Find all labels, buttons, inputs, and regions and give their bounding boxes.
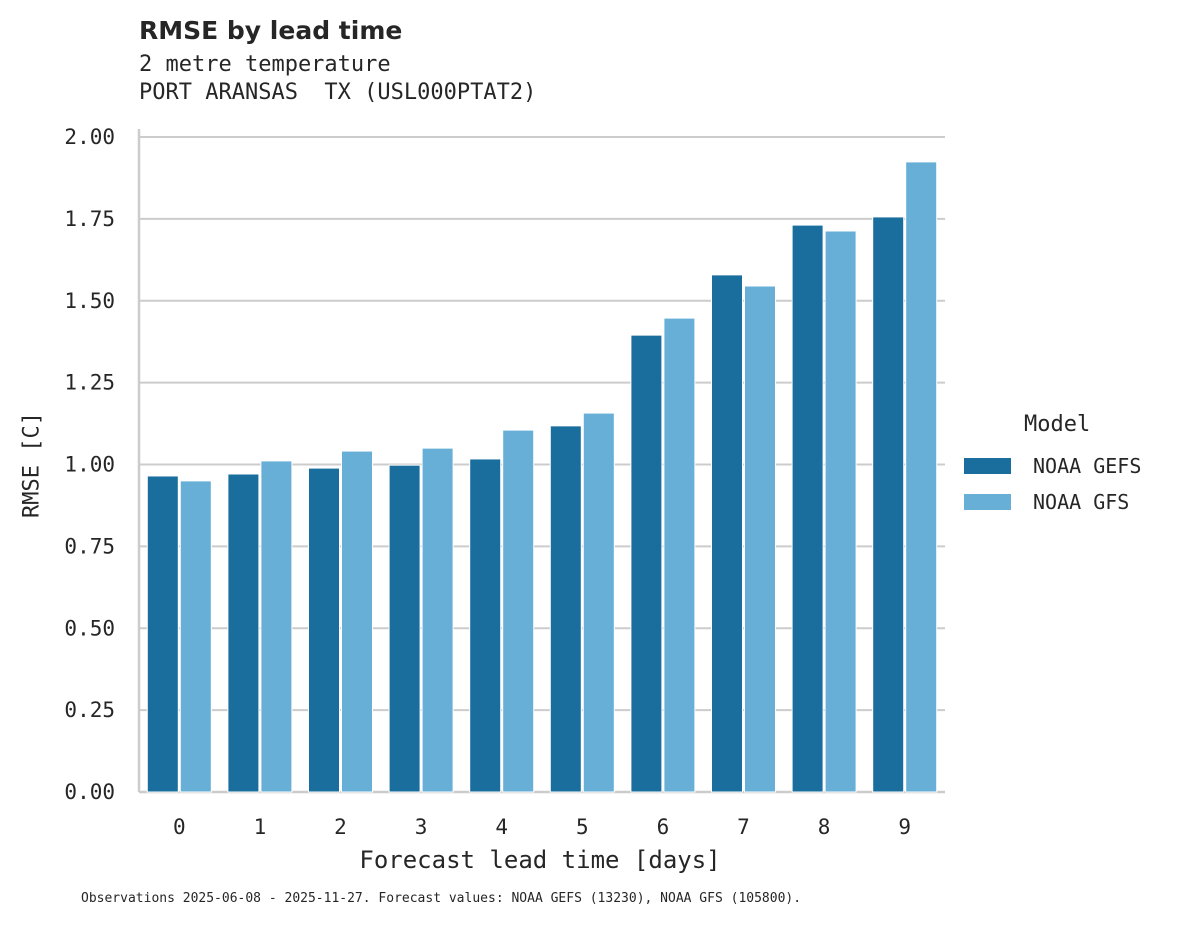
bar-gefs-4 xyxy=(469,458,502,793)
y-axis-label: RMSE [C] xyxy=(19,412,45,518)
legend-item-gefs: NOAA GEFS xyxy=(964,454,1141,478)
bar-gefs-9 xyxy=(872,216,905,793)
x-tick-label: 9 xyxy=(898,815,911,839)
bar-gfs-4 xyxy=(502,429,535,793)
bar-gefs-6 xyxy=(630,334,663,793)
bar-gefs-0 xyxy=(146,475,179,793)
chart-subtitle-variable: 2 metre temperature xyxy=(139,52,391,77)
legend-swatch-gfs xyxy=(964,494,1011,510)
legend-title: Model xyxy=(1024,412,1091,437)
y-tick-label: 0.50 xyxy=(64,616,115,640)
bar-gfs-9 xyxy=(905,161,938,793)
bar-gefs-2 xyxy=(308,467,340,793)
bar-gefs-3 xyxy=(388,464,421,793)
bar-gefs-5 xyxy=(549,425,582,793)
y-tick-label: 1.75 xyxy=(64,207,115,231)
y-tick-label: 1.00 xyxy=(64,453,115,477)
x-tick-label: 1 xyxy=(254,815,267,839)
bar-gefs-8 xyxy=(791,224,824,793)
bar-gfs-6 xyxy=(663,317,696,793)
bar-gfs-3 xyxy=(421,447,454,793)
chart-subtitle-station: PORT ARANSAS TX (USL000PTAT2) xyxy=(139,80,537,105)
bar-gfs-8 xyxy=(824,230,857,793)
x-tick-label: 5 xyxy=(576,815,589,839)
y-tick-label: 1.25 xyxy=(64,371,115,395)
x-tick-label: 7 xyxy=(737,815,750,839)
legend-swatch-gefs xyxy=(964,458,1011,474)
bar-gfs-5 xyxy=(582,412,615,793)
x-tick-label: 4 xyxy=(495,815,508,839)
y-tick-label: 2.00 xyxy=(64,125,115,149)
bar-gfs-7 xyxy=(744,285,776,793)
y-tick-label: 0.75 xyxy=(64,534,115,558)
x-axis-label: Forecast lead time [days] xyxy=(359,846,721,874)
bar-gefs-7 xyxy=(711,274,743,793)
y-tick-label: 0.00 xyxy=(64,780,115,804)
chart-title: RMSE by lead time xyxy=(139,16,403,45)
x-tick-label: 8 xyxy=(818,815,831,839)
y-tick-label: 0.25 xyxy=(64,698,115,722)
bar-gfs-0 xyxy=(179,480,212,793)
x-tick-label: 2 xyxy=(334,815,347,839)
bar-gfs-2 xyxy=(341,450,373,793)
bar-gfs-1 xyxy=(260,460,293,793)
footnote: Observations 2025-06-08 - 2025-11-27. Fo… xyxy=(81,891,802,906)
x-tick-label: 0 xyxy=(173,815,186,839)
bar-gefs-1 xyxy=(227,473,260,793)
x-tick-label: 6 xyxy=(657,815,670,839)
legend-item-gfs: NOAA GFS xyxy=(964,490,1129,514)
x-tick-label: 3 xyxy=(415,815,428,839)
y-tick-label: 1.50 xyxy=(64,289,115,313)
